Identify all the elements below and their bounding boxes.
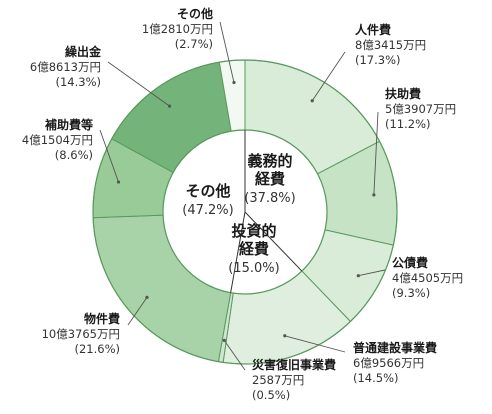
- slice-name-1: 扶助費: [385, 86, 421, 101]
- slice-name-7: 繰出金: [65, 44, 102, 59]
- leader-line-7: [107, 61, 170, 107]
- slice-amount-3: 6億9566万円: [353, 356, 424, 370]
- leader-line-1: [373, 111, 379, 195]
- group-name-1-0: 投資的: [231, 222, 276, 240]
- group-percent-1: (15.0%): [228, 261, 279, 276]
- slice-percent-4: (0.5%): [252, 388, 290, 402]
- leader-dot-5: [145, 295, 149, 299]
- group-label-2: その他 (47.2%): [182, 182, 233, 218]
- leader-line-2: [358, 269, 386, 277]
- slice-percent-2: (9.3%): [392, 286, 430, 300]
- leader-dot-1: [372, 193, 376, 197]
- ring-outer-edge: [92, 59, 398, 365]
- slice-amount-6: 4億1504万円: [22, 133, 93, 147]
- group-divider-1: [230, 211, 246, 293]
- slice-amount-1: 5億3907万円: [385, 102, 456, 116]
- slice-percent-3: (14.5%): [353, 371, 399, 385]
- slice-percent-8: (2.7%): [175, 37, 213, 51]
- slice-amount-2: 4億4505万円: [392, 271, 463, 285]
- slice-amount-7: 6億8613万円: [30, 60, 101, 74]
- group-percent-0: (37.8%): [244, 191, 295, 206]
- slice-amount-4: 2587万円: [252, 373, 304, 387]
- leader-line-0: [311, 51, 346, 101]
- slice-name-6: 補助費等: [44, 117, 93, 132]
- slice-percent-6: (8.6%): [55, 148, 93, 162]
- slice-amount-5: 10億3765万円: [42, 327, 120, 341]
- slice-amount-8: 1億2810万円: [142, 22, 213, 36]
- leader-line-5: [127, 297, 148, 326]
- slice-percent-5: (21.6%): [74, 342, 120, 356]
- leader-dot-7: [167, 104, 172, 108]
- leader-dot-0: [310, 99, 314, 103]
- slice-name-2: 公債費: [392, 255, 428, 270]
- slice-name-8: その他: [177, 6, 213, 21]
- slice-percent-7: (14.3%): [55, 75, 101, 89]
- slice-name-0: 人件費: [355, 22, 391, 37]
- group-name-0-1: 経費: [255, 170, 285, 188]
- leader-line-4: [223, 340, 246, 371]
- group-name-2-0: その他: [185, 182, 230, 200]
- slice-labels: 人件費8億3415万円(17.3%)扶助費5億3907万円(11.2%)公債費4…: [22, 6, 463, 402]
- slice-amount-0: 8億3415万円: [355, 38, 426, 52]
- group-divider-lines: [230, 130, 303, 293]
- slice-name-3: 普通建設事業費: [353, 340, 437, 355]
- group-name-0-0: 義務的: [247, 152, 292, 170]
- leader-dot-8: [232, 80, 236, 85]
- leader-line-3: [284, 335, 346, 353]
- leader-dot-3: [283, 334, 287, 338]
- group-percent-2: (47.2%): [182, 203, 233, 218]
- slice-percent-1: (11.2%): [385, 117, 431, 131]
- leader-dot-4: [222, 338, 226, 342]
- group-divider-0: [244, 211, 303, 272]
- slice-name-5: 物件費: [84, 311, 120, 326]
- slice-percent-0: (17.3%): [355, 53, 401, 67]
- leader-lines: [99, 21, 386, 371]
- leader-dot-2: [356, 274, 360, 278]
- slice-name-4: 災害復旧事業費: [252, 357, 336, 372]
- group-name-1-1: 経費: [239, 240, 269, 258]
- leader-line-8: [219, 21, 235, 83]
- leader-line-6: [99, 129, 119, 183]
- leader-dot-6: [116, 180, 121, 184]
